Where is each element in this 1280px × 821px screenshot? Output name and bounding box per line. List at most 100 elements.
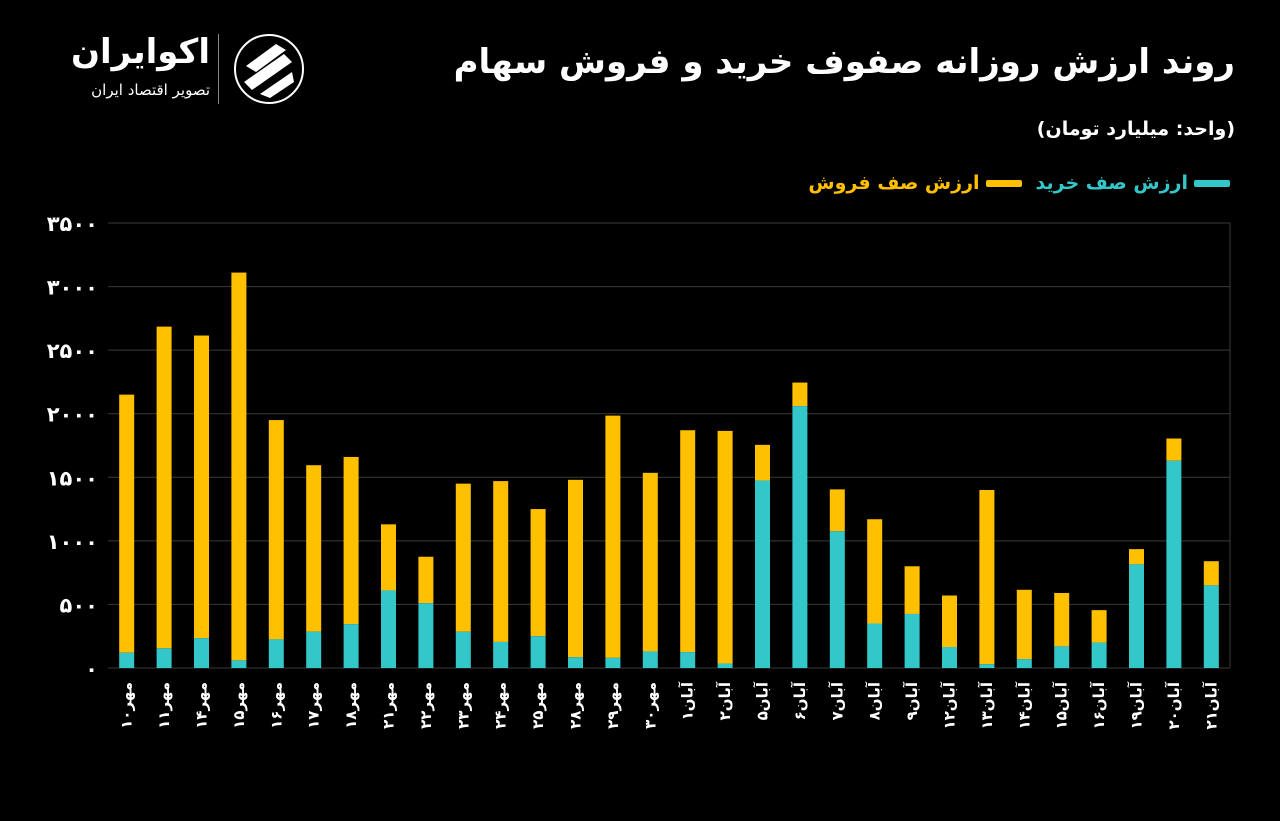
legend-label-buy: ارزش صف خرید <box>1035 172 1188 194</box>
bar-buy <box>1166 460 1182 668</box>
bar-buy <box>156 648 172 668</box>
bar-buy <box>829 531 845 668</box>
bar-buy <box>231 660 247 668</box>
bar-buy <box>568 657 583 668</box>
bar-sell <box>942 595 957 648</box>
bar-buy <box>717 663 733 668</box>
bar-buy <box>942 647 957 668</box>
legend-label-sell: ارزش صف فروش <box>808 172 980 194</box>
x-tick-label: آبان۲ <box>716 681 734 720</box>
brand-logo: اکوایران تصویر اقتصاد ایران <box>50 28 320 110</box>
x-tick-label: مهر۲۳ <box>454 682 472 729</box>
bar-sell <box>1091 610 1107 643</box>
bar-sell <box>493 481 509 642</box>
bar-buy <box>642 651 658 668</box>
x-tick-label: آبان۱۶ <box>1090 681 1108 729</box>
x-tick-label: آبان۶ <box>791 681 809 720</box>
x-tick-label: مهر۳۰ <box>641 682 659 729</box>
x-tick-label: مهر۱۱ <box>155 682 173 729</box>
brand-divider <box>218 34 219 104</box>
bar-buy <box>306 631 322 668</box>
bar-buy <box>979 664 995 668</box>
bar-sell <box>680 430 696 653</box>
bar-sell <box>156 326 172 649</box>
bar-buy <box>1203 585 1219 668</box>
legend-swatch-sell <box>985 179 1022 187</box>
bar-sell <box>194 335 209 639</box>
y-tick-label: ۵۰۰ <box>60 593 98 617</box>
ecoiran-logo-icon <box>234 34 304 104</box>
bar-sell <box>792 382 808 407</box>
x-tick-label: مهر۱۴ <box>193 682 211 729</box>
bar-sell <box>119 394 135 653</box>
bar-sell <box>642 472 658 652</box>
y-tick-label: ۱۰۰۰ <box>47 530 98 554</box>
x-tick-label: مهر۲۸ <box>567 682 585 729</box>
x-tick-label: مهر۲۵ <box>529 682 547 729</box>
bar-sell <box>1166 438 1182 461</box>
x-tick-label: آبان۱۴ <box>1015 681 1033 729</box>
y-tick-label: ۰ <box>85 657 98 681</box>
bar-sell <box>1054 592 1070 647</box>
x-tick-label: مهر۲۴ <box>492 682 510 729</box>
bar-buy <box>680 652 696 668</box>
x-tick-label: مهر۲۱ <box>380 682 398 729</box>
bar-sell <box>829 489 845 532</box>
bar-buy <box>1091 642 1107 668</box>
bar-sell <box>306 465 322 632</box>
legend-item-buy: ارزش صف خرید <box>1036 172 1230 194</box>
bar-buy <box>119 652 135 668</box>
bar-sell <box>418 556 434 604</box>
bar-buy <box>867 623 883 668</box>
y-tick-label: ۳۰۰۰ <box>47 276 98 300</box>
bar-sell <box>1129 549 1144 565</box>
y-tick-label: ۳۵۰۰ <box>47 212 98 236</box>
bar-sell <box>904 566 920 614</box>
bar-sell <box>1016 589 1032 660</box>
x-tick-label: آبان۱۳ <box>978 681 996 729</box>
bar-sell <box>268 420 284 640</box>
x-tick-label: آبان۱۹ <box>1128 681 1146 729</box>
bar-buy <box>194 638 209 668</box>
x-tick-label: آبان۵ <box>754 681 772 720</box>
bar-sell <box>605 415 621 658</box>
bar-sell <box>455 483 471 632</box>
bar-sell <box>530 509 546 637</box>
y-tick-label: ۱۵۰۰ <box>47 466 98 490</box>
x-tick-label: آبان۲۰ <box>1165 681 1183 729</box>
bar-sell <box>979 490 995 665</box>
y-tick-label: ۲۰۰۰ <box>47 403 98 427</box>
bar-buy <box>493 641 509 668</box>
x-tick-label: مهر۱۸ <box>342 682 360 729</box>
bar-buy <box>1016 659 1032 668</box>
bar-buy <box>268 639 284 668</box>
x-tick-label: آبان۸ <box>866 681 884 720</box>
x-tick-label: آبان۱۲ <box>941 681 959 729</box>
legend: ارزش صف خرید ارزش صف فروش <box>808 172 1230 194</box>
bar-sell <box>231 272 247 661</box>
x-tick-label: مهر۲۹ <box>604 682 622 729</box>
bar-sell <box>717 430 733 664</box>
brand-tagline: تصویر اقتصاد ایران <box>91 81 210 99</box>
y-tick-label: ۲۵۰۰ <box>47 339 98 363</box>
bar-sell <box>867 519 883 624</box>
unit-label: (واحد: میلیارد تومان) <box>1036 118 1235 140</box>
bar-sell <box>755 444 770 481</box>
bar-buy <box>343 624 359 668</box>
x-tick-label: آبان۹ <box>903 681 921 720</box>
x-tick-label: مهر۱۷ <box>305 682 323 729</box>
bar-sell <box>343 456 359 625</box>
x-tick-label: آبان۱۵ <box>1053 681 1071 729</box>
bar-sell <box>1203 561 1219 586</box>
bar-buy <box>455 631 471 668</box>
bar-buy <box>755 480 770 668</box>
bar-buy <box>1054 646 1070 668</box>
x-tick-label: آبان۷ <box>828 681 846 720</box>
brand-name: اکوایران <box>71 32 210 72</box>
bar-buy <box>792 406 808 668</box>
x-tick-label: آبان۱ <box>679 681 697 720</box>
x-tick-label: مهر۱۵ <box>230 682 248 729</box>
bar-sell <box>568 479 583 658</box>
x-tick-label: مهر۲۲ <box>417 682 435 729</box>
